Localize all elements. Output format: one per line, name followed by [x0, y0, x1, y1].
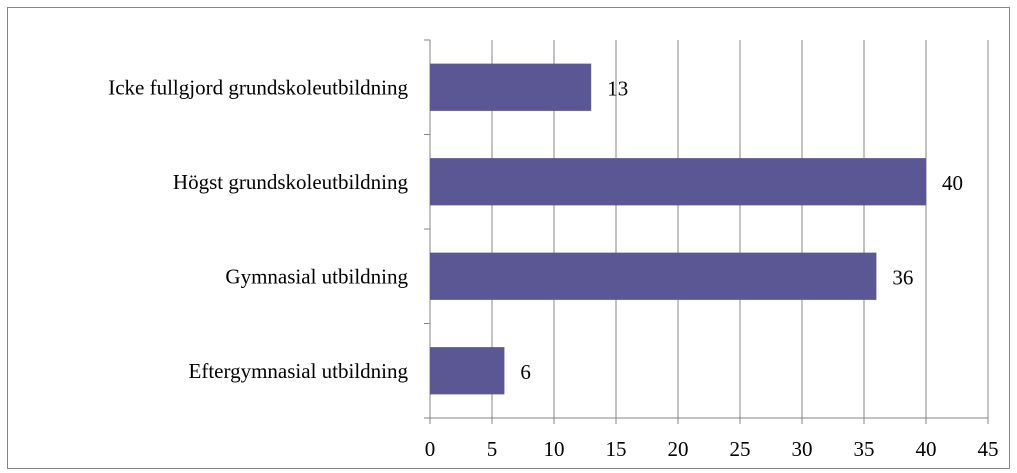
x-tick-label: 20: [668, 437, 689, 461]
category-label: Gymnasial utbildning: [225, 264, 408, 288]
data-label: 36: [892, 265, 913, 289]
x-tick-label: 15: [606, 437, 627, 461]
data-label: 13: [607, 76, 628, 100]
bar: [430, 63, 592, 111]
x-tick-label: 0: [425, 437, 436, 461]
x-tick-label: 30: [792, 437, 813, 461]
bar: [430, 347, 505, 395]
x-tick-label: 25: [730, 437, 751, 461]
data-label: 40: [942, 171, 963, 195]
category-label: Eftergymnasial utbildning: [189, 359, 409, 383]
bars: [430, 63, 926, 395]
x-tick-label: 10: [544, 437, 565, 461]
x-tick-label: 35: [854, 437, 875, 461]
x-tick-label: 40: [916, 437, 937, 461]
data-label: 6: [520, 360, 531, 384]
category-label: Högst grundskoleutbildning: [173, 170, 409, 194]
bar: [430, 252, 877, 300]
bar: [430, 158, 926, 206]
category-label: Icke fullgjord grundskoleutbildning: [108, 75, 408, 99]
x-tick-label: 5: [487, 437, 498, 461]
labels: 0 5 10 15 20 25 30 35 40 45 Icke fullgjord grundsk…: [108, 75, 998, 461]
x-tick-label: 45: [978, 437, 999, 461]
